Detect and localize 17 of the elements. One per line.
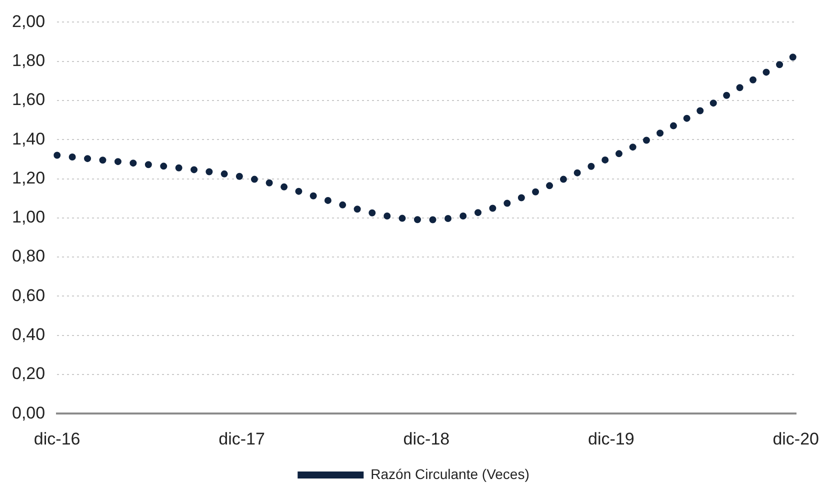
y-tick-label: 0,80 <box>12 246 46 266</box>
y-tick-label: 1,20 <box>12 168 46 188</box>
y-tick-label: 0,40 <box>12 325 46 344</box>
x-tick-label: dic-17 <box>218 429 265 448</box>
x-tick-label: dic-16 <box>34 429 80 448</box>
y-tick-label: 0,60 <box>12 286 46 305</box>
y-tick-label: 1,00 <box>12 208 46 227</box>
x-tick-label: dic-18 <box>403 429 450 448</box>
y-tick-label: 0,20 <box>12 364 46 384</box>
y-tick-label: 1,40 <box>12 129 46 148</box>
y-tick-label: 1,60 <box>12 90 46 110</box>
x-tick-label: dic-20 <box>772 429 820 448</box>
y-tick-label: 2,00 <box>12 12 46 31</box>
y-tick-label: 0,00 <box>12 403 46 422</box>
x-tick-label: dic-19 <box>588 429 634 448</box>
y-tick-label: 1,80 <box>12 51 46 70</box>
legend-label: Razón Circulante (Veces) <box>370 466 530 482</box>
